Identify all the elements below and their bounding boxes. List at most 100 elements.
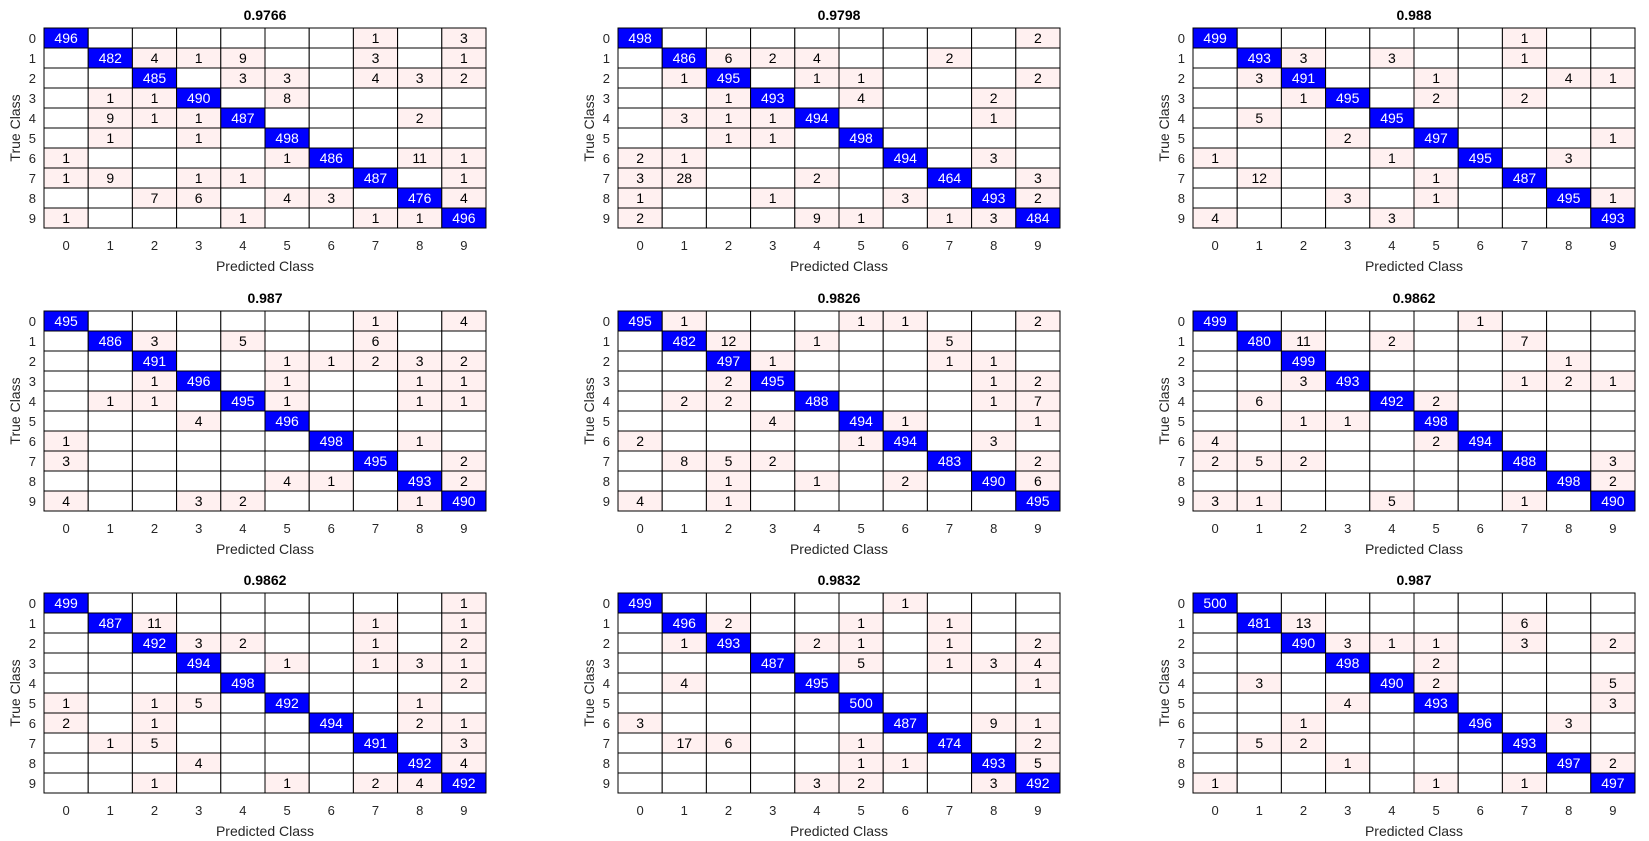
x-tick-label: 0 [1211,238,1218,253]
cell [1015,127,1061,149]
cell-value: 487 [99,615,123,631]
cell-value: 494 [849,413,873,429]
cell [705,430,752,452]
cell [971,47,1017,69]
cell-value: 1 [106,735,114,751]
cell-value: 2 [1034,453,1042,469]
cell-value: 1 [901,313,909,329]
cell-value: 491 [364,735,388,751]
cell [1280,127,1327,149]
x-tick-label: 6 [328,521,335,536]
y-tick-label: 6 [1178,716,1185,731]
y-tick-label: 5 [29,131,36,146]
cell [1192,47,1238,69]
y-tick-label: 2 [1178,71,1185,86]
cell-value: 3 [636,715,644,731]
cell [176,672,222,694]
y-axis-label: True Class [1156,659,1172,726]
cell [794,712,840,734]
x-axis-label: Predicted Class [1365,258,1463,274]
cell [661,410,707,432]
cell [220,692,266,714]
cell-value: 1 [106,393,114,409]
cell [1501,752,1548,774]
cell [882,67,928,89]
y-tick-label: 7 [603,454,610,469]
cell-value: 1 [460,393,468,409]
cell [617,330,663,352]
y-tick-label: 6 [29,434,36,449]
cell [838,390,884,412]
cell [1236,772,1282,794]
cell [397,450,443,472]
cell-value: 2 [1521,90,1529,106]
x-tick-label: 2 [151,803,158,818]
cell-value: 3 [460,30,468,46]
x-tick-label: 2 [1300,238,1307,253]
cell [1192,350,1238,372]
cell [882,612,928,634]
cell [1413,450,1459,472]
cell [1325,47,1371,69]
cell-value: 1 [1300,715,1308,731]
cell-value: 2 [769,50,777,66]
x-tick-label: 8 [990,238,997,253]
cell [131,752,178,774]
cell-value: 2 [1388,333,1396,349]
cell [882,672,928,694]
cell [1546,592,1592,614]
cell-value: 1 [239,170,247,186]
y-tick-label: 1 [29,334,36,349]
cell-value: 1 [416,695,424,711]
cell [87,470,133,492]
cell-value: 1 [1565,353,1573,369]
cell-value: 2 [1344,130,1352,146]
cell [750,490,796,512]
cell [176,350,222,372]
cell-value: 3 [283,70,291,86]
cell [971,632,1017,654]
y-tick-label: 0 [29,314,36,329]
cell [308,87,354,109]
cell [308,390,354,412]
chart-title: 0.9798 [818,7,861,23]
y-tick-label: 4 [1178,676,1185,691]
cell-value: 2 [62,715,70,731]
diag-cell [441,772,487,794]
cell-value: 2 [372,353,380,369]
cell-value: 1 [813,70,821,86]
cell [1015,147,1061,169]
cell [1369,612,1415,634]
cell-value: 495 [54,313,78,329]
cell-value: 4 [460,755,468,771]
cell [43,390,89,412]
cell [1413,147,1459,169]
cell-value: 2 [1034,735,1042,751]
cell-value: 1 [1432,170,1440,186]
cell [220,187,266,209]
cell [838,470,884,492]
cell [1457,350,1503,372]
cell-value: 3 [327,190,335,206]
cell [617,772,663,794]
cell [1546,27,1592,49]
cell [1369,187,1415,209]
cell [1590,330,1636,352]
cell [1192,67,1238,89]
cell [926,772,973,794]
cell [264,712,310,734]
cell [1015,612,1061,634]
x-tick-label: 7 [946,238,953,253]
cell-value: 487 [761,655,785,671]
cell [131,167,178,189]
cell [220,470,266,492]
cell [1236,632,1282,654]
cell [397,87,443,109]
cell [1015,350,1061,372]
y-tick-label: 2 [29,71,36,86]
cell-value: 490 [1380,675,1404,691]
cell [1590,47,1636,69]
cell [352,490,399,512]
cell [926,370,973,392]
cell [220,87,266,109]
